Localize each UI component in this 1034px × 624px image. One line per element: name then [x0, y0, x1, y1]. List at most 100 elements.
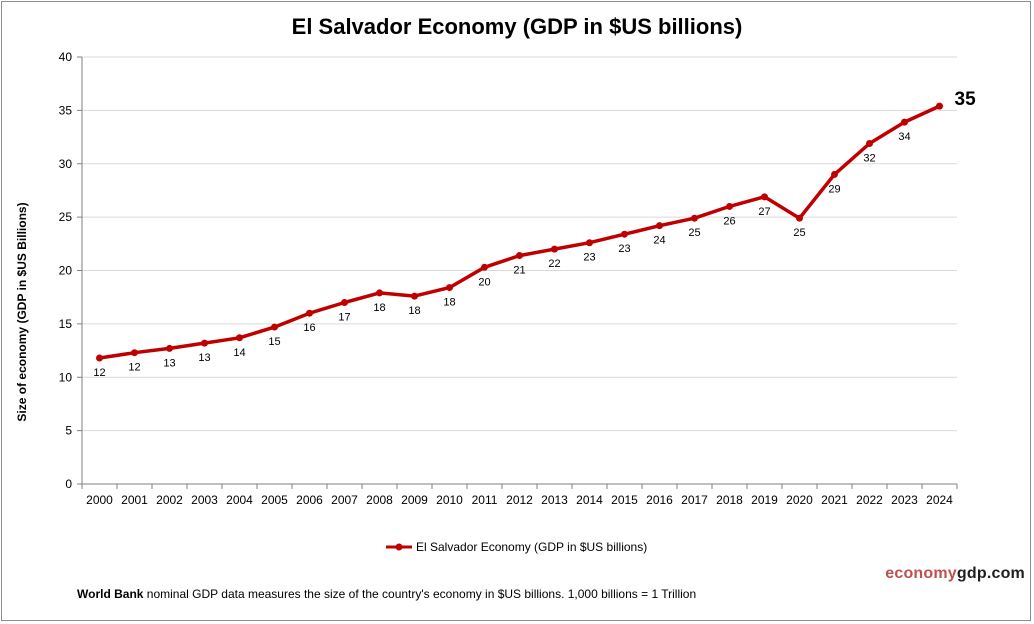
x-tick-label-2012: 2012: [506, 493, 533, 507]
y-tick-label: 35: [59, 103, 73, 117]
data-label-2021: 29: [828, 183, 840, 195]
data-point-2003: [201, 339, 208, 347]
data-label-2006: 16: [303, 322, 315, 334]
data-point-2014: [586, 239, 593, 247]
source-name: World Bank: [77, 587, 144, 601]
x-tick-label-2002: 2002: [156, 493, 183, 507]
legend-label: El Salvador Economy (GDP in $US billions…: [416, 540, 647, 554]
x-tick-label-2004: 2004: [226, 493, 253, 507]
x-tick-labels: 2000 2001 2002 2003 2004 2005 2006 2007 2008 2009…: [86, 493, 953, 507]
data-label-2014: 23: [583, 252, 595, 264]
data-point-2013: [551, 245, 558, 253]
data-label-2017: 25: [688, 227, 700, 239]
data-label-2024: 35: [955, 89, 977, 110]
data-point-2016: [656, 222, 663, 230]
x-tick-label-2008: 2008: [366, 493, 393, 507]
x-tick-label-2018: 2018: [716, 493, 743, 507]
data-point-2011: [481, 263, 488, 271]
data-label-2003: 13: [198, 352, 210, 364]
data-point-2023: [901, 118, 908, 126]
y-tick-label: 10: [59, 370, 73, 384]
data-point-2020: [796, 214, 803, 222]
data-points: [96, 102, 943, 362]
data-point-2000: [96, 354, 103, 362]
x-tick-label-2009: 2009: [401, 493, 428, 507]
data-point-2024: [936, 102, 943, 110]
legend-marker: [395, 543, 403, 551]
x-tick-label-2021: 2021: [821, 493, 848, 507]
data-point-2008: [376, 289, 383, 297]
brand-part-economy: economy: [885, 565, 957, 582]
data-label-2004: 14: [233, 347, 245, 359]
data-point-2005: [271, 323, 278, 331]
data-point-2021: [831, 170, 838, 178]
data-point-2007: [341, 299, 348, 307]
y-axis-title: Size of economy (GDP in $US Billions): [15, 202, 29, 421]
x-tick-label-2017: 2017: [681, 493, 708, 507]
x-tick-label-2001: 2001: [121, 493, 148, 507]
brand-logo[interactable]: economygdp.com: [885, 565, 1025, 583]
data-label-2009: 18: [408, 305, 420, 317]
data-point-2019: [761, 193, 768, 201]
data-label-2010: 18: [443, 297, 455, 309]
data-point-2015: [621, 230, 628, 238]
y-tick-labels: 0 5 10 15 20 25 30 35 40: [59, 50, 73, 491]
x-tick-label-2023: 2023: [891, 493, 918, 507]
data-point-2009: [411, 292, 418, 300]
data-label-2013: 22: [548, 258, 560, 270]
data-label-2011: 20: [478, 276, 490, 288]
x-tick-label-2013: 2013: [541, 493, 568, 507]
x-tick-label-2010: 2010: [436, 493, 463, 507]
x-tick-label-2003: 2003: [191, 493, 218, 507]
x-tick-label-2007: 2007: [331, 493, 358, 507]
x-tick-label-2014: 2014: [576, 493, 603, 507]
x-tick-label-2011: 2011: [472, 493, 498, 507]
data-label-2012: 21: [513, 265, 525, 277]
x-tick-label-2005: 2005: [261, 493, 288, 507]
y-tick-label: 30: [59, 157, 73, 171]
y-tick-label: 0: [65, 477, 72, 491]
data-point-2004: [236, 334, 243, 342]
x-tick-label-2019: 2019: [751, 493, 778, 507]
brand-part-gdp: gdp: [956, 565, 987, 582]
data-point-2018: [726, 202, 733, 210]
data-label-2016: 24: [653, 235, 665, 247]
y-tick-label: 5: [65, 424, 72, 438]
x-tick-label-2022: 2022: [856, 493, 883, 507]
data-labels: 12 12 13 13 14 15 16 17 18 18 18 20 21 22 23 23 24 25 26 27…: [93, 89, 976, 379]
data-label-2015: 23: [618, 243, 630, 255]
data-label-2008: 18: [373, 302, 385, 314]
x-tick-label-2024: 2024: [926, 493, 953, 507]
x-tick-label-2000: 2000: [86, 493, 113, 507]
data-label-2002: 13: [163, 357, 175, 369]
series-polyline: [99, 104, 941, 360]
brand-part-com: .com: [986, 565, 1025, 582]
axes: [77, 56, 958, 489]
y-tick-label: 25: [59, 210, 73, 224]
data-point-2022: [866, 139, 873, 147]
data-label-2001: 12: [128, 362, 140, 374]
data-point-2002: [166, 344, 173, 352]
source-description: nominal GDP data measures the size of th…: [143, 587, 697, 601]
data-point-2012: [516, 252, 523, 260]
data-label-2022: 32: [863, 152, 875, 164]
data-label-2019: 27: [758, 206, 770, 218]
data-point-2010: [446, 284, 453, 292]
legend: El Salvador Economy (GDP in $US billions…: [386, 540, 647, 554]
data-point-2017: [691, 214, 698, 222]
y-tick-label: 20: [59, 264, 73, 278]
x-tick-label-2020: 2020: [786, 493, 813, 507]
series-line: [99, 104, 941, 360]
data-label-2007: 17: [338, 312, 350, 324]
y-tick-label: 15: [59, 317, 73, 331]
data-label-2020: 25: [793, 227, 805, 239]
data-label-2018: 26: [723, 215, 735, 227]
gridlines: [82, 56, 957, 432]
data-label-2023: 34: [898, 131, 910, 143]
data-label-2000: 12: [93, 367, 105, 379]
x-tick-label-2006: 2006: [296, 493, 323, 507]
source-note: World Bank nominal GDP data measures the…: [77, 587, 696, 601]
x-tick-label-2015: 2015: [611, 493, 638, 507]
data-label-2005: 15: [268, 336, 280, 348]
